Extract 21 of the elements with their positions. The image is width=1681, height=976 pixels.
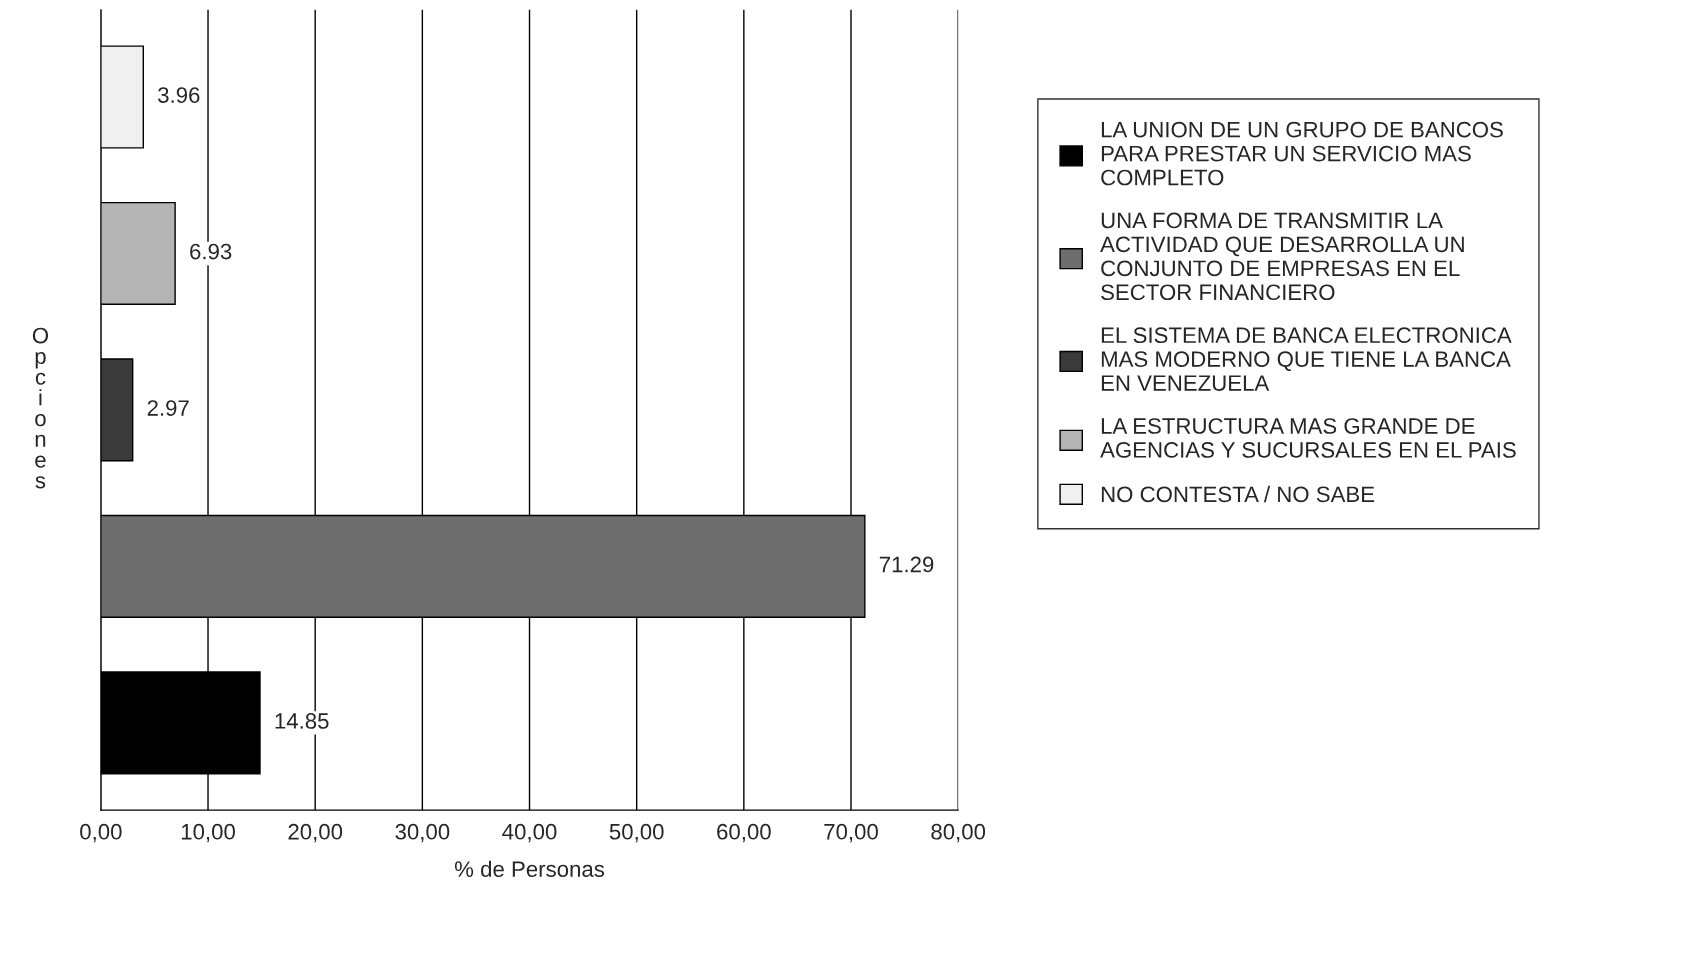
x-axis-title: % de Personas	[454, 860, 605, 877]
data-label: 71.29	[879, 556, 934, 573]
x-tick-label: 10,00	[181, 823, 235, 843]
data-label: 3.96	[158, 87, 200, 103]
x-tick-label: 50,00	[609, 823, 664, 843]
legend-label: UNA FORMA DE TRANSMITIR LA ACTIVIDAD QUE DESARROLLA UN CONJUNTO DE EMPRESAS EN EL SECTOR FINANCIERO	[1100, 212, 1464, 301]
data-label: 14.85	[275, 713, 329, 729]
legend-label: LA ESTRUCTURA MAS GRANDE DE AGENCIAS Y SUCURSALES EN EL PAIS	[1100, 418, 1516, 458]
x-tick-label: 30,00	[395, 823, 450, 843]
data-label: 2.97	[147, 400, 189, 416]
legend-label: EL SISTEMA DE BANCA ELECTRONICA MAS MODERNO QUE TIENE LA BANCA EN VENEZUELA	[1101, 327, 1512, 391]
x-tick-label: 20,00	[288, 823, 343, 843]
x-tick-label: 0,00	[80, 823, 122, 843]
legend-label: LA UNION DE UN GRUPO DE BANCOS PARA PRESTAR UN SERVICIO MAS COMPLETO	[1101, 121, 1503, 186]
y-axis-title: Opciones	[32, 327, 49, 489]
data-label: 6.93	[190, 243, 232, 260]
x-tick-label: 70,00	[824, 823, 878, 843]
legend-label: NO CONTESTA / NO SABE	[1101, 485, 1375, 503]
x-tick-label: 40,00	[502, 823, 557, 843]
x-tick-label: 80,00	[931, 823, 986, 843]
x-tick-label: 60,00	[717, 823, 771, 843]
